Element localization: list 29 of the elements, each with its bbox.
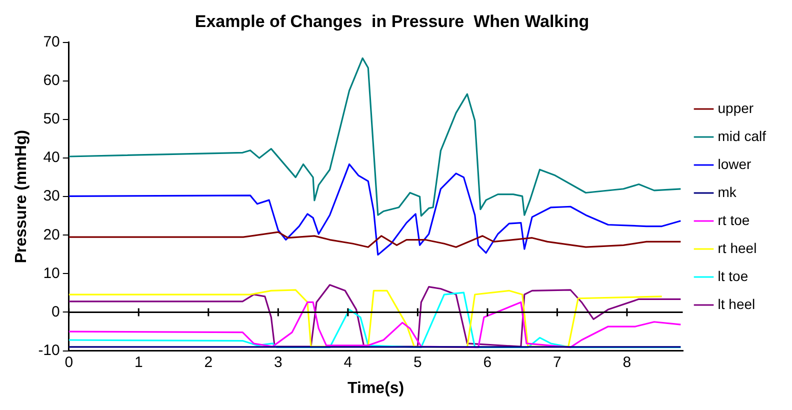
x-tick-label: 4: [344, 354, 352, 371]
legend-label: mid calf: [718, 128, 766, 144]
legend-label: lt toe: [718, 268, 748, 284]
legend-label: rt heel: [718, 240, 757, 256]
y-tick-label: 20: [43, 226, 60, 244]
legend-label: rt toe: [718, 212, 750, 228]
y-axis-title: Pressure (mmHg): [13, 130, 30, 264]
x-tick-label: 8: [622, 354, 632, 371]
x-tick-label: 3: [274, 354, 282, 371]
x-tick-label: 2: [204, 354, 213, 371]
x-tick-label: 1: [134, 354, 143, 371]
chart-title: Example of Changes in Pressure When Walking: [194, 12, 590, 31]
y-tick-label: 40: [43, 149, 60, 166]
y-tick-label: 50: [43, 110, 60, 128]
x-tick-label: 0: [64, 354, 74, 371]
y-tick-label: 10: [43, 264, 60, 282]
legend-label: lt heel: [718, 296, 756, 312]
y-tick-label: 70: [43, 34, 60, 51]
y-tick-label: 0: [52, 303, 60, 320]
legend-label: mk: [718, 184, 738, 200]
y-tick-label: -10: [38, 342, 60, 359]
y-tick-label: 60: [43, 72, 60, 90]
x-tick-label: 7: [553, 354, 562, 371]
x-tick-label: 6: [483, 354, 492, 371]
x-tick-label: 5: [414, 354, 422, 371]
legend-label: upper: [718, 100, 754, 116]
x-axis-title: Time(s): [348, 380, 404, 397]
y-tick-label: 30: [43, 188, 60, 205]
legend-label: lower: [718, 156, 752, 172]
